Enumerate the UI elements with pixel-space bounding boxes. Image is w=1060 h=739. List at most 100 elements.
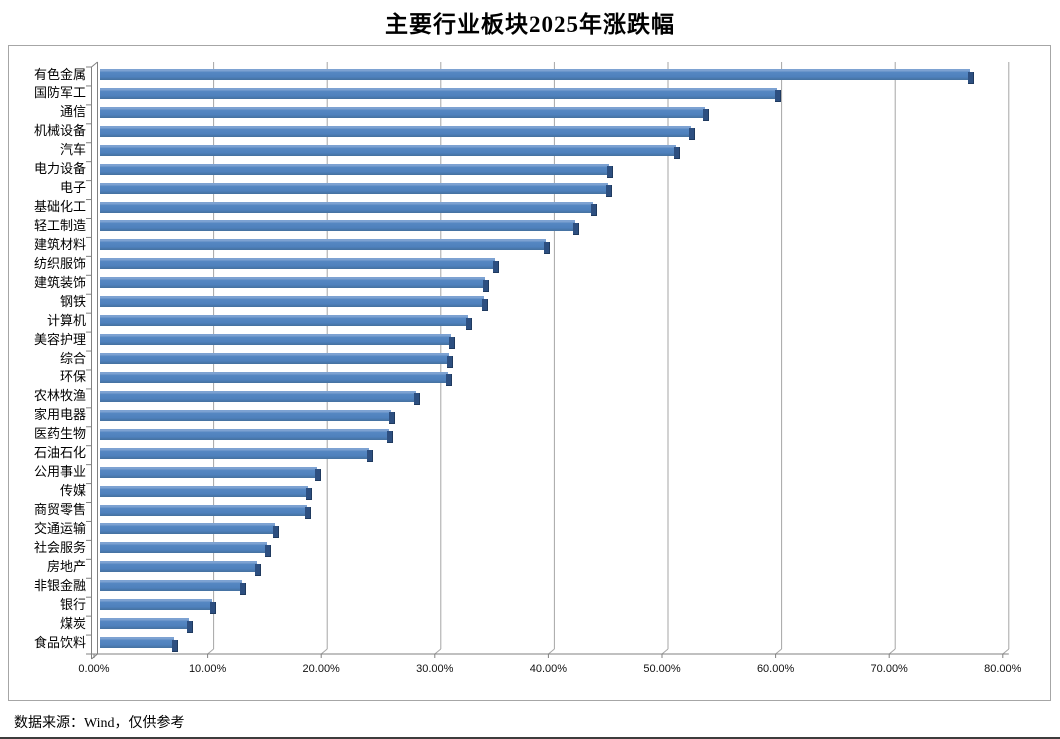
bottom-rule xyxy=(0,737,1060,739)
x-tick-label: 20.00% xyxy=(302,663,340,675)
category-label: 计算机 xyxy=(46,312,86,328)
category-label: 公用事业 xyxy=(33,464,86,480)
bar-end-cap xyxy=(264,544,271,557)
gridline-floor-edge xyxy=(1002,648,1010,655)
chart-area: 有色金属 国防军工 通信 机械设备 汽车 电力设备 电子 基础化工 轻工制造 建筑材料 纺织服饰 建筑… xyxy=(8,45,1051,701)
x-tick-label: 10.00% xyxy=(188,663,227,675)
category-label: 房地产 xyxy=(46,558,86,574)
bar-end-cap xyxy=(254,563,261,576)
category-label: 建筑装饰 xyxy=(33,274,86,290)
bar-汽车 xyxy=(100,144,680,160)
bar-煤炭 xyxy=(100,618,193,633)
bar-end-cap xyxy=(449,336,456,349)
bar-end-cap xyxy=(240,582,246,595)
category-label: 电子 xyxy=(59,180,86,196)
bar-医药生物 xyxy=(100,428,393,444)
bar-交通运输 xyxy=(100,523,279,538)
bar-end-cap xyxy=(413,393,420,406)
bar-end-cap xyxy=(606,166,613,179)
bar-end-cap xyxy=(673,147,680,160)
bar-计算机 xyxy=(100,315,473,330)
source-note: 数据来源：Wind，仅供参考 xyxy=(14,716,185,731)
category-label: 综合 xyxy=(59,350,86,366)
category-label: 商贸零售 xyxy=(33,502,86,518)
bar-end-cap xyxy=(446,355,453,368)
category-label: 社会服务 xyxy=(33,539,86,555)
bar-传媒 xyxy=(100,485,312,501)
category-label: 钢铁 xyxy=(59,293,86,309)
chart-title: 主要行业板块2025年涨跌幅 xyxy=(385,12,675,37)
bar-end-cap xyxy=(605,185,612,198)
bar-公用事业 xyxy=(100,466,321,482)
category-label: 传媒 xyxy=(59,483,86,499)
bar-end-cap xyxy=(544,241,551,254)
category-label: 非银金融 xyxy=(33,577,86,593)
bar-食品饮料 xyxy=(100,637,178,652)
bar-电力设备 xyxy=(100,163,613,179)
bar-纺织服饰 xyxy=(100,258,500,273)
x-tick-label: 30.00% xyxy=(416,663,454,675)
bar-有色金属 xyxy=(100,69,975,84)
bar-end-cap xyxy=(481,298,488,311)
x-tick-label: 70.00% xyxy=(870,663,908,675)
gridline-floor-edge xyxy=(434,648,442,655)
bar-建筑装饰 xyxy=(100,277,490,292)
category-label: 国防军工 xyxy=(33,85,86,101)
bar-国防军工 xyxy=(100,87,782,103)
category-label: 汽车 xyxy=(59,142,86,158)
bar-end-cap xyxy=(591,204,598,217)
bar-end-cap xyxy=(314,469,321,482)
bar-end-cap xyxy=(466,317,473,330)
category-label: 食品饮料 xyxy=(33,634,86,650)
bar-end-cap xyxy=(445,374,452,387)
wall-top-edge xyxy=(91,61,98,68)
bar-基础化工 xyxy=(100,201,598,217)
category-label: 基础化工 xyxy=(33,199,86,215)
bar-家用电器 xyxy=(100,409,395,425)
gridline-floor-edge xyxy=(661,648,669,655)
category-label: 美容护理 xyxy=(33,331,86,347)
bar-end-cap xyxy=(272,525,279,538)
bar-end-cap xyxy=(210,601,217,614)
bar-环保 xyxy=(100,371,452,387)
bar-非银金融 xyxy=(100,580,246,595)
bar-end-cap xyxy=(493,260,500,273)
x-tick-label: 60.00% xyxy=(756,663,795,675)
x-tick-label: 0.00% xyxy=(78,663,110,675)
x-tick-label: 80.00% xyxy=(984,663,1022,675)
bar-end-cap xyxy=(186,620,193,633)
bar-社会服务 xyxy=(100,542,271,557)
category-label: 机械设备 xyxy=(33,123,86,139)
category-label: 医药生物 xyxy=(33,426,86,442)
category-label: 电力设备 xyxy=(33,161,86,177)
bar-end-cap xyxy=(171,639,178,652)
category-label: 建筑材料 xyxy=(33,236,86,252)
bar-机械设备 xyxy=(100,125,695,141)
bar-美容护理 xyxy=(100,334,456,349)
wall-bottom-edge xyxy=(91,653,98,660)
bar-综合 xyxy=(100,353,453,368)
bar-end-cap xyxy=(572,222,579,235)
bar-end-cap xyxy=(304,507,311,520)
category-label: 环保 xyxy=(59,369,86,385)
bar-轻工制造 xyxy=(100,220,579,235)
category-label: 农林牧渔 xyxy=(33,388,86,404)
bar-end-cap xyxy=(968,71,975,84)
bar-钢铁 xyxy=(100,296,488,311)
bar-end-cap xyxy=(775,90,782,103)
bar-end-cap xyxy=(483,279,490,292)
bar-农林牧渔 xyxy=(100,390,420,406)
bar-end-cap xyxy=(305,488,312,501)
gridline-floor-edge xyxy=(775,648,782,655)
bar-银行 xyxy=(100,599,217,614)
category-label: 纺织服饰 xyxy=(33,255,86,271)
category-label: 银行 xyxy=(59,596,86,612)
bar-end-cap xyxy=(688,128,695,141)
bar-建筑材料 xyxy=(100,239,551,254)
bar-通信 xyxy=(100,106,710,122)
category-label: 通信 xyxy=(59,104,86,120)
bar-商贸零售 xyxy=(100,504,311,520)
gridline-floor-edge xyxy=(320,648,328,655)
category-label: 煤炭 xyxy=(59,615,86,631)
category-label: 有色金属 xyxy=(33,66,86,82)
